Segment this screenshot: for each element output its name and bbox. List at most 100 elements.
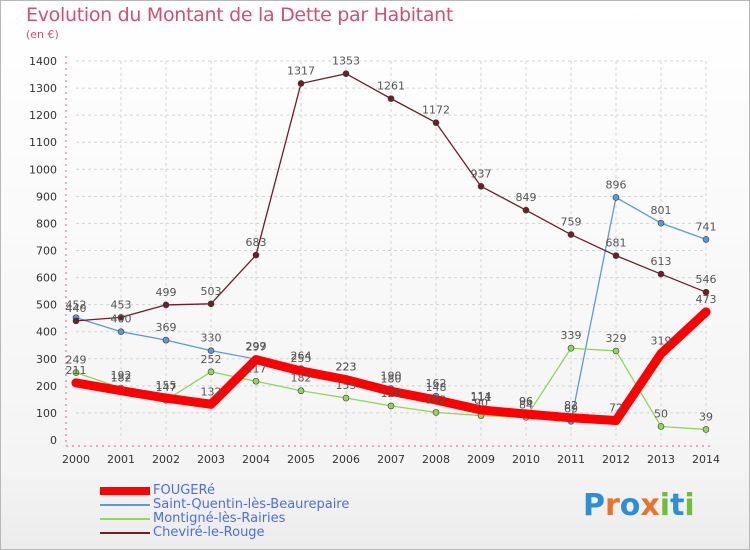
data-label: 217 bbox=[246, 362, 267, 375]
data-label: 1353 bbox=[332, 55, 360, 68]
data-label: 499 bbox=[156, 286, 177, 299]
data-label: 440 bbox=[66, 302, 87, 315]
data-label: 84 bbox=[519, 398, 533, 411]
chart-subtitle: (en €) bbox=[26, 28, 59, 41]
data-point bbox=[387, 402, 395, 410]
legend-label: Cheviré-le-Rouge bbox=[153, 525, 265, 540]
data-label: 180 bbox=[381, 372, 402, 385]
y-tick-label: 1000 bbox=[29, 163, 57, 176]
data-label: 473 bbox=[696, 293, 717, 306]
logo-letter: o bbox=[619, 488, 641, 523]
legend-swatch bbox=[100, 487, 150, 495]
data-point bbox=[252, 251, 260, 259]
data-point bbox=[432, 409, 440, 416]
x-tick-label: 2010 bbox=[512, 453, 540, 466]
data-label: 72 bbox=[609, 402, 623, 415]
x-tick-label: 2005 bbox=[287, 453, 315, 466]
data-label: 801 bbox=[651, 204, 672, 217]
legend-label: Saint-Quentin-lès-Beaurepaire bbox=[153, 497, 350, 512]
logo-letter: i bbox=[684, 488, 695, 523]
data-label: 39 bbox=[699, 410, 713, 423]
data-point bbox=[72, 369, 80, 376]
data-point bbox=[117, 328, 125, 336]
x-tick-label: 2004 bbox=[242, 453, 270, 466]
data-label: 102 bbox=[426, 393, 447, 406]
data-point bbox=[567, 344, 575, 352]
data-label: 114 bbox=[471, 390, 492, 403]
data-label: 683 bbox=[246, 236, 267, 249]
data-label: 182 bbox=[111, 372, 132, 385]
data-label: 155 bbox=[336, 379, 357, 392]
data-label: 400 bbox=[111, 313, 132, 326]
axes: 0 100 200 300 400 500 600 700 800 900 1000 1100 1200… bbox=[29, 55, 720, 466]
x-tick-label: 2006 bbox=[332, 453, 360, 466]
data-point bbox=[206, 399, 216, 409]
data-point bbox=[116, 386, 126, 396]
data-label: 453 bbox=[111, 298, 132, 311]
data-label: 190 bbox=[381, 370, 402, 383]
data-label: 297 bbox=[246, 341, 267, 354]
data-point bbox=[207, 300, 215, 308]
legend-swatch bbox=[100, 518, 150, 520]
data-point bbox=[251, 355, 261, 365]
data-label: 546 bbox=[696, 273, 717, 286]
data-label: 249 bbox=[66, 354, 87, 367]
data-label: 937 bbox=[471, 167, 492, 180]
data-label: 319 bbox=[651, 335, 672, 348]
data-label: 759 bbox=[561, 216, 582, 229]
x-tick-label: 2003 bbox=[197, 453, 225, 466]
data-point bbox=[386, 386, 396, 396]
data-point bbox=[72, 317, 80, 325]
y-tick-label: 800 bbox=[36, 217, 57, 230]
data-point bbox=[117, 314, 125, 321]
data-label: 182 bbox=[291, 372, 312, 385]
data-point bbox=[252, 377, 260, 385]
data-point bbox=[431, 395, 441, 405]
y-tick-label: 0 bbox=[50, 434, 57, 447]
data-label: 162 bbox=[426, 377, 447, 390]
data-label: 369 bbox=[156, 321, 177, 334]
data-label: 69 bbox=[564, 402, 578, 415]
data-point bbox=[612, 252, 620, 259]
data-point bbox=[297, 387, 305, 395]
x-tick-label: 2014 bbox=[692, 453, 720, 466]
data-label: 96 bbox=[519, 395, 533, 408]
data-point bbox=[432, 119, 440, 127]
x-tick-label: 2011 bbox=[557, 453, 585, 466]
x-tick-label: 2012 bbox=[602, 453, 630, 466]
data-point bbox=[657, 219, 665, 227]
data-label: 681 bbox=[606, 237, 627, 250]
data-label: 452 bbox=[66, 299, 87, 312]
data-point bbox=[162, 301, 170, 309]
data-point bbox=[657, 423, 665, 430]
logo-letter: i bbox=[659, 488, 671, 523]
data-point bbox=[656, 349, 666, 359]
data-point bbox=[657, 270, 665, 278]
data-point bbox=[342, 70, 350, 78]
data-point bbox=[567, 231, 575, 238]
data-point bbox=[522, 206, 530, 214]
y-tick-label: 600 bbox=[36, 272, 57, 285]
data-label: 148 bbox=[426, 381, 447, 394]
y-tick-label: 500 bbox=[36, 299, 57, 312]
y-tick-label: 400 bbox=[36, 326, 57, 339]
data-label: 82 bbox=[564, 399, 578, 412]
data-label: 255 bbox=[291, 352, 312, 365]
data-label: 147 bbox=[156, 381, 177, 394]
y-tick-label: 300 bbox=[36, 353, 57, 366]
data-point bbox=[342, 394, 350, 402]
logo-letter: x bbox=[640, 488, 660, 523]
y-tick-label: 900 bbox=[36, 190, 57, 203]
y-tick-label: 1300 bbox=[29, 82, 57, 95]
proxiti-logo: Proxiti bbox=[583, 488, 695, 523]
data-label: 50 bbox=[654, 407, 668, 420]
data-label: 264 bbox=[291, 350, 312, 363]
chart-title: Evolution du Montant de la Dette par Hab… bbox=[26, 4, 454, 26]
legend-swatch bbox=[100, 504, 150, 506]
data-point bbox=[701, 307, 711, 317]
data-point bbox=[297, 80, 305, 87]
data-label: 96 bbox=[519, 395, 533, 408]
data-label: 1172 bbox=[422, 104, 450, 117]
data-label: 111 bbox=[471, 391, 492, 404]
